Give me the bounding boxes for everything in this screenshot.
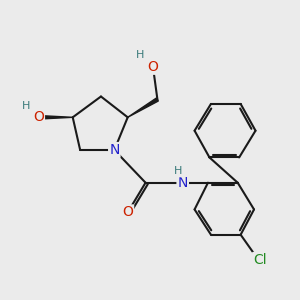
Text: O: O [148,60,158,74]
Text: N: N [109,143,119,157]
Text: O: O [122,206,133,219]
Text: H: H [174,167,182,176]
Polygon shape [38,116,73,119]
Text: O: O [33,110,44,124]
Text: N: N [178,176,188,190]
Polygon shape [128,98,158,117]
Text: H: H [135,50,144,61]
Text: H: H [22,101,30,111]
Text: Cl: Cl [253,253,267,267]
